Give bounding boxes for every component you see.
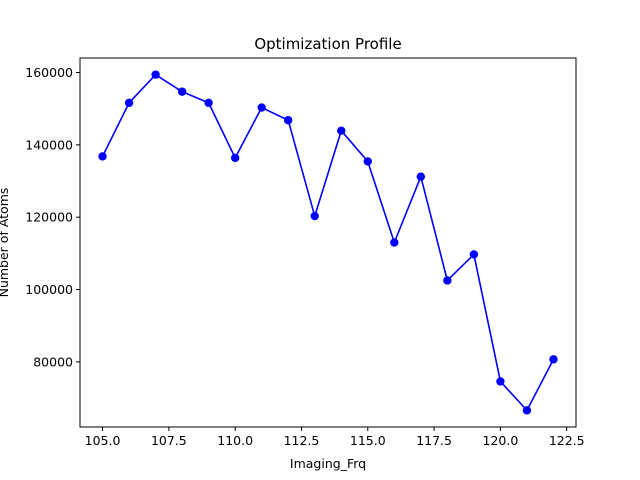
data-point — [469, 250, 479, 259]
data-point — [549, 355, 558, 364]
data-point — [230, 153, 240, 163]
data-point — [310, 211, 319, 221]
data-point — [390, 238, 399, 247]
data-point — [151, 70, 160, 79]
data-point — [496, 377, 505, 386]
x-tick-label: 117.5 — [416, 433, 452, 448]
plot-area — [98, 70, 558, 415]
x-tick-label: 112.5 — [284, 433, 320, 448]
x-tick-label: 110.0 — [217, 433, 253, 448]
x-tick-label: 120.0 — [483, 433, 519, 448]
data-point — [337, 126, 346, 135]
data-point — [204, 98, 213, 108]
data-point — [363, 157, 372, 166]
chart-title: Optimization Profile — [254, 35, 401, 53]
axes-frame — [79, 57, 577, 428]
data-point — [284, 116, 293, 125]
series-line — [101, 73, 555, 412]
x-tick-label: 107.5 — [151, 433, 187, 448]
y-tick-label: 140000 — [25, 137, 73, 152]
y-tick-label: 100000 — [25, 282, 73, 297]
x-axis-ticks: 105.0 107.5 110.0 112.5 115.0 117.5 120.0 122.5 — [85, 427, 585, 448]
x-tick-label: 115.0 — [350, 433, 386, 448]
data-point — [443, 276, 452, 285]
y-tick-label: 160000 — [25, 65, 73, 80]
data-point — [416, 172, 426, 181]
data-point — [257, 103, 266, 112]
data-point — [522, 406, 532, 415]
data-point — [177, 87, 187, 96]
y-axis-title: Number of Atoms — [0, 188, 11, 298]
data-point — [124, 98, 134, 108]
y-tick-label: 120000 — [25, 210, 73, 225]
y-tick-label: 80000 — [33, 354, 73, 369]
x-axis-title: Imaging_Frq — [290, 456, 366, 471]
x-tick-label: 105.0 — [85, 433, 121, 448]
x-tick-label: 122.5 — [549, 433, 585, 448]
data-point — [98, 152, 107, 161]
y-axis-ticks: 80000 100000 120000 140000 160000 — [25, 65, 80, 369]
